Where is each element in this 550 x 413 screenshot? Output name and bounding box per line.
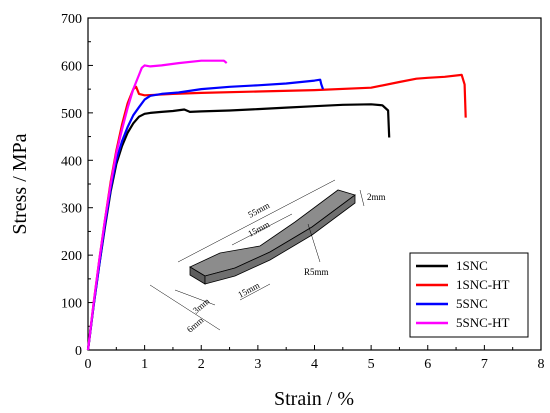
inset-label-15mm-top: 15mm bbox=[246, 219, 271, 239]
inset-label-15mm-bottom: 15mm bbox=[236, 280, 261, 300]
y-tick-label: 100 bbox=[61, 297, 82, 312]
y-axis-title: Stress / MPa bbox=[9, 133, 31, 234]
x-axis-title: Strain / % bbox=[274, 388, 354, 410]
x-tick-label: 0 bbox=[85, 357, 92, 372]
dim-line-15-top bbox=[231, 213, 293, 246]
x-tick-label: 4 bbox=[311, 357, 318, 372]
y-tick-label: 500 bbox=[61, 107, 82, 122]
legend-label-1snc-ht: 1SNC-HT bbox=[456, 277, 510, 292]
inset-label-r5mm: R5mm bbox=[304, 267, 329, 277]
dim-line-15-bottom bbox=[239, 283, 271, 301]
series-line-5snc-ht bbox=[86, 59, 228, 351]
specimen-top-face bbox=[189, 189, 356, 277]
specimen-inset bbox=[149, 179, 365, 331]
series-line-1snc-ht bbox=[86, 73, 467, 351]
y-tick-label: 600 bbox=[61, 59, 82, 74]
x-tick-label: 8 bbox=[538, 357, 545, 372]
specimen-side-face bbox=[204, 194, 356, 285]
legend-items: 1SNC 1SNC-HT 5SNC 5SNC-HT bbox=[416, 258, 510, 330]
dim-line-3 bbox=[174, 289, 216, 306]
y-tick-label: 0 bbox=[75, 344, 82, 359]
series-line-1snc bbox=[86, 103, 391, 351]
legend-label-5snc: 5SNC bbox=[456, 296, 488, 311]
y-tick-label: 200 bbox=[61, 249, 82, 264]
x-tick-label: 6 bbox=[424, 357, 431, 372]
x-tick-label: 5 bbox=[368, 357, 375, 372]
legend: 1SNC 1SNC-HT 5SNC 5SNC-HT bbox=[409, 252, 529, 338]
y-tick-label: 700 bbox=[61, 12, 82, 27]
y-tick-label: 300 bbox=[61, 202, 82, 217]
x-tick-label: 3 bbox=[254, 357, 261, 372]
axis-ticks: 0 1 2 3 4 5 6 7 8 0 100 200 300 400 500 600 700 bbox=[61, 12, 545, 372]
y-tick-label: 400 bbox=[61, 154, 82, 169]
dim-line-6 bbox=[149, 284, 221, 331]
dim-line-r5 bbox=[307, 223, 321, 263]
inset-label-55mm: 55mm bbox=[246, 200, 271, 220]
x-tick-label: 7 bbox=[481, 357, 488, 372]
inset-label-6mm: 6mm bbox=[185, 315, 206, 335]
series-layer bbox=[86, 59, 467, 351]
dim-line-55 bbox=[177, 179, 336, 263]
legend-label-5snc-ht: 5SNC-HT bbox=[456, 315, 510, 330]
x-tick-label: 1 bbox=[141, 357, 148, 372]
inset-label-2mm: 2mm bbox=[367, 192, 386, 202]
dim-line-2 bbox=[359, 189, 365, 207]
inset-label-3mm: 3mm bbox=[191, 296, 212, 316]
legend-label-1snc: 1SNC bbox=[456, 258, 488, 273]
x-tick-label: 2 bbox=[198, 357, 205, 372]
